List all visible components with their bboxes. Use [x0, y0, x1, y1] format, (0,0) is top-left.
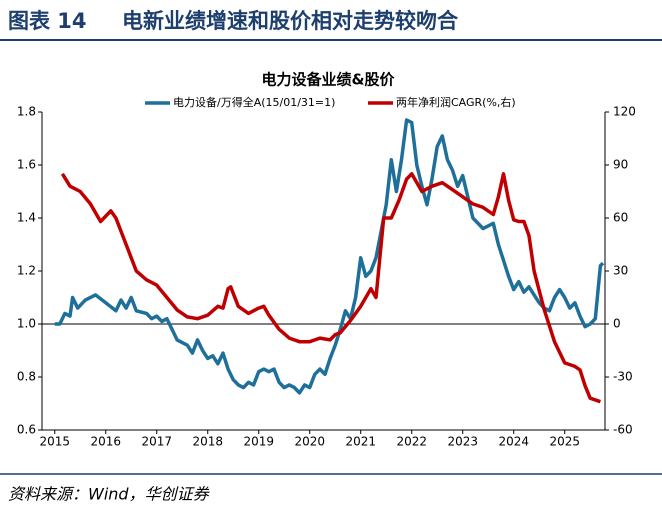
- x-tick-label: 2024: [498, 435, 529, 449]
- figure-title: 电新业绩增速和股价相对走势较吻合: [122, 9, 459, 33]
- figure-label: 图表 14: [8, 9, 87, 33]
- x-tick-label: 2021: [345, 435, 376, 449]
- y-tick-label: 0.6: [17, 423, 36, 437]
- x-tick-label: 2019: [243, 435, 274, 449]
- y2-tick-label: 90: [613, 158, 628, 172]
- x-tick-label: 2017: [141, 435, 172, 449]
- y-tick-label: 1.4: [17, 211, 36, 225]
- x-tick-label: 2023: [447, 435, 478, 449]
- x-tick-label: 2025: [549, 435, 580, 449]
- y-tick-label: 1.0: [17, 317, 36, 331]
- y-tick-label: 1.8: [17, 105, 36, 119]
- source: 资料来源：Wind，华创证券: [8, 485, 211, 504]
- y2-tick-label: -30: [613, 370, 633, 384]
- x-tick-label: 2015: [39, 435, 70, 449]
- series-line: [60, 172, 601, 404]
- y-tick-label: 1.6: [17, 158, 36, 172]
- x-tick-label: 2022: [396, 435, 427, 449]
- x-tick-label: 2020: [294, 435, 325, 449]
- y2-tick-label: -60: [613, 423, 633, 437]
- legend-label: 两年净利润CAGR(%,右): [396, 95, 516, 109]
- chart-title: 电力设备业绩&股价: [261, 71, 395, 89]
- y-tick-label: 0.8: [17, 370, 36, 384]
- y2-tick-label: 30: [613, 264, 628, 278]
- x-tick-label: 2018: [192, 435, 223, 449]
- x-tick-label: 2016: [90, 435, 121, 449]
- y2-tick-label: 120: [613, 105, 636, 119]
- legend-label: 电力设备/万得全A(15/01/31=1): [173, 95, 335, 109]
- series-line: [54, 118, 605, 395]
- y2-tick-label: 60: [613, 211, 628, 225]
- y2-tick-label: 0: [613, 317, 621, 331]
- y-tick-label: 1.2: [17, 264, 36, 278]
